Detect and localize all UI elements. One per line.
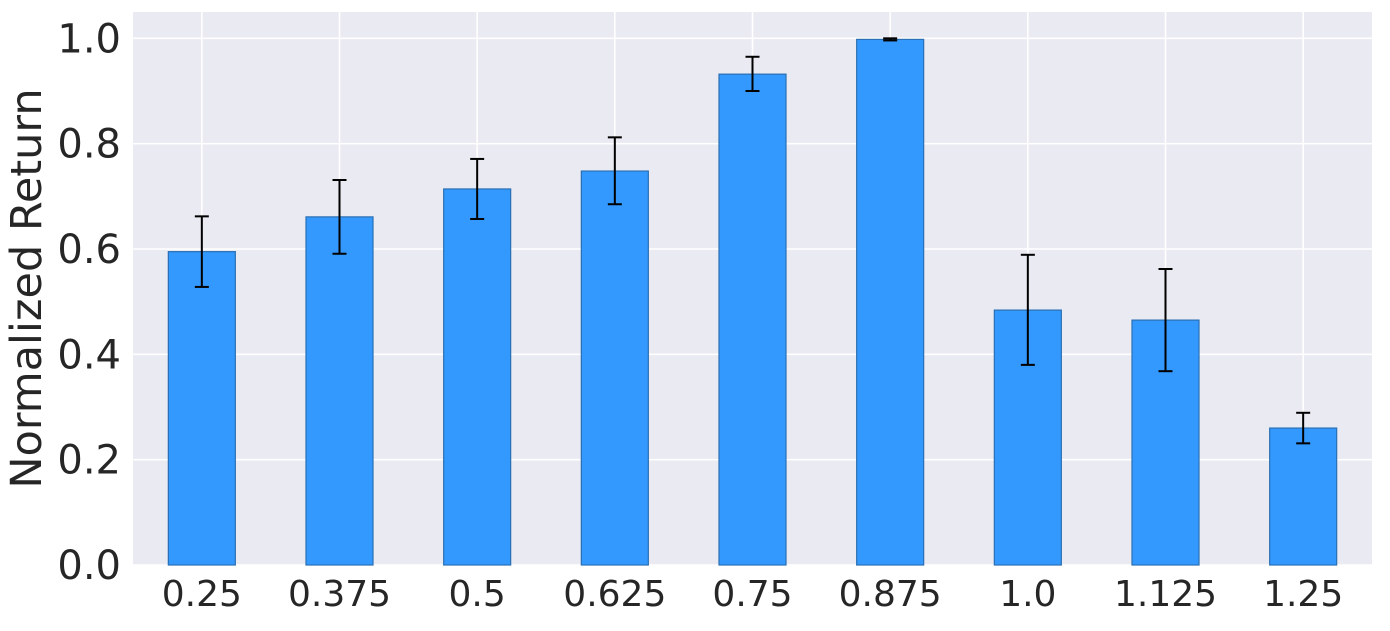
bar <box>443 188 512 566</box>
y-tick-label: 0.4 <box>57 332 121 378</box>
x-tick-label: 1.125 <box>1114 574 1217 615</box>
y-tick-label: 1.0 <box>57 16 121 62</box>
x-tick-label: 0.5 <box>449 574 506 615</box>
error-bar <box>883 37 898 42</box>
x-tick-label: 1.0 <box>999 574 1056 615</box>
x-tick-label: 0.875 <box>839 574 942 615</box>
x-tick-labels: 0.25 0.375 0.5 0.625 0.75 0.875 1.0 1.125 1.25 <box>162 574 1343 615</box>
error-bar <box>332 179 347 255</box>
y-tick-label: 0.2 <box>57 438 121 484</box>
error-bar <box>194 215 209 288</box>
x-tick-label: 0.75 <box>712 574 792 615</box>
y-axis-label: Normalized Return <box>2 88 52 488</box>
y-tick-label: 0.6 <box>57 227 121 273</box>
error-bar <box>1296 411 1311 445</box>
bar <box>718 73 787 566</box>
error-bar <box>1158 268 1173 373</box>
bars <box>167 38 1338 566</box>
bar <box>1269 427 1338 566</box>
error-bar <box>470 157 485 220</box>
error-bar <box>1020 253 1035 366</box>
y-tick-label: 0.8 <box>57 122 121 168</box>
error-bar <box>745 55 760 92</box>
error-bar <box>607 136 622 206</box>
error-bars <box>194 37 1311 445</box>
bar <box>167 251 236 566</box>
y-tick-label: 0.0 <box>57 543 121 589</box>
bar <box>856 38 925 566</box>
x-tick-label: 0.25 <box>162 574 242 615</box>
x-tick-label: 0.625 <box>563 574 666 615</box>
bar <box>580 170 649 566</box>
x-tick-label: 1.25 <box>1263 574 1343 615</box>
x-tick-label: 0.375 <box>288 574 391 615</box>
bar <box>305 216 374 566</box>
y-tick-labels: 0.0 0.2 0.4 0.6 0.8 1.0 <box>57 16 121 589</box>
